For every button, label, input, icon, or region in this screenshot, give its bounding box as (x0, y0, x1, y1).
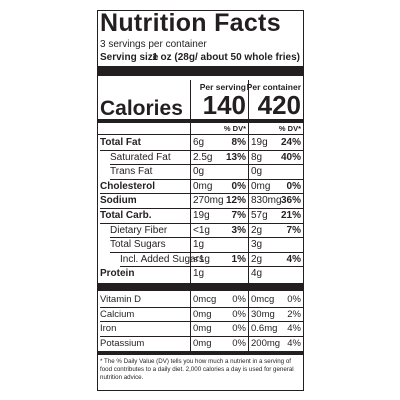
nutrient-name: Calcium (100, 308, 135, 320)
rule (100, 149, 303, 151)
column-divider (190, 291, 191, 351)
amount: 8g (251, 151, 263, 163)
nutrient-name: Sodium (100, 195, 137, 207)
column-divider (248, 80, 249, 283)
amount: 0g (193, 166, 205, 178)
amount: 0mg (251, 180, 271, 192)
daily-value: 1% (231, 253, 246, 265)
footnote: * The % Daily Value (DV) tells you how m… (100, 358, 294, 381)
amount: <1g (193, 224, 210, 236)
column-header: Per serving (199, 82, 246, 92)
amount: 0mg (193, 308, 212, 320)
nutrient-name: Cholesterol (100, 180, 156, 192)
column-divider (190, 80, 191, 283)
rule (120, 266, 303, 268)
daily-value: 3% (231, 224, 246, 236)
amount: 0mg (193, 323, 212, 335)
nutrient-name: Protein (100, 268, 135, 280)
rule (100, 208, 303, 209)
daily-value: 2% (287, 308, 301, 320)
label-border (97, 10, 304, 391)
rule (100, 222, 303, 224)
amount: 200mg (251, 337, 281, 349)
nutrient-name: Dietary Fiber (110, 224, 168, 236)
amount: 57g (251, 210, 268, 221)
amount: 4g (251, 268, 263, 280)
daily-value: 4% (286, 253, 301, 265)
daily-value: 0% (231, 180, 246, 192)
amount: 0mg (193, 180, 213, 192)
thick-rule (98, 283, 303, 291)
daily-value: 7% (231, 210, 246, 221)
rule (100, 335, 303, 337)
amount: 6g (193, 137, 205, 148)
amount: 2.5g (193, 151, 213, 163)
amount: 2g (251, 253, 263, 265)
rule (100, 306, 303, 308)
rule (110, 251, 303, 253)
amount: 19g (251, 137, 268, 148)
amount: 830mg (251, 195, 282, 207)
rule (98, 134, 303, 135)
medium-rule (98, 119, 303, 123)
daily-value: 36% (280, 195, 301, 207)
dv-header: % DV* (223, 124, 246, 133)
daily-value: 0% (232, 323, 246, 335)
daily-value: 8% (231, 137, 246, 148)
nutrient-name: Potassium (100, 337, 145, 349)
daily-value: 0% (287, 294, 301, 305)
amount: 270mg (193, 195, 224, 207)
column-header: Per container (246, 82, 301, 92)
nutrient-name: Trans Fat (110, 166, 153, 178)
amount: 1g (193, 268, 205, 280)
daily-value: 7% (286, 224, 301, 236)
rule (110, 164, 303, 166)
serving-size-value: 1 oz (28g/ about 50 whole fries) (152, 52, 300, 63)
column-divider (248, 291, 249, 351)
daily-value: 40% (280, 151, 301, 163)
servings: 3 servings per container (100, 39, 207, 50)
nutrient-name: Saturated Fat (110, 151, 171, 163)
amount: 0mcg (251, 294, 275, 305)
amount: 0g (251, 166, 263, 178)
medium-rule (98, 351, 303, 355)
amount: 0.6mg (251, 323, 278, 335)
daily-value: 0% (232, 337, 246, 349)
daily-value: 13% (225, 151, 246, 163)
rule (100, 321, 303, 323)
nutrient-name: Total Fat (100, 137, 141, 148)
daily-value: 0% (286, 180, 301, 192)
nutrient-name: Total Sugars (110, 239, 166, 251)
daily-value: 0% (232, 294, 246, 305)
nutrient-name: Vitamin D (100, 294, 142, 305)
title: Nutrition Facts (100, 9, 281, 37)
amount: 30mg (251, 308, 275, 320)
amount: 1g (193, 239, 205, 251)
daily-value: 4% (287, 323, 301, 335)
nutrient-name: Iron (100, 323, 117, 335)
daily-value: 0% (232, 308, 246, 320)
calories-value: 140 (202, 90, 246, 120)
daily-value: 24% (280, 137, 301, 148)
daily-value: 21% (280, 210, 301, 221)
rule (110, 178, 303, 180)
nutrient-name: Incl. Added Sugars (120, 253, 204, 265)
rule (100, 193, 303, 195)
calories-label: Calories (100, 97, 183, 120)
amount: 0mcg (193, 294, 217, 305)
amount: 3g (251, 239, 263, 251)
rule (110, 237, 303, 239)
thick-rule (98, 66, 303, 76)
amount: 0mg (193, 337, 212, 349)
daily-value: 12% (225, 195, 246, 207)
amount: 2g (251, 224, 263, 236)
amount: <1g (193, 253, 210, 265)
daily-value: 4% (287, 337, 301, 349)
serving-size-label: Serving size (100, 52, 159, 63)
nutrient-name: Total Carb. (100, 210, 152, 221)
dv-header: % DV* (278, 124, 301, 133)
calories-value: 420 (257, 90, 301, 120)
amount: 19g (193, 210, 210, 221)
